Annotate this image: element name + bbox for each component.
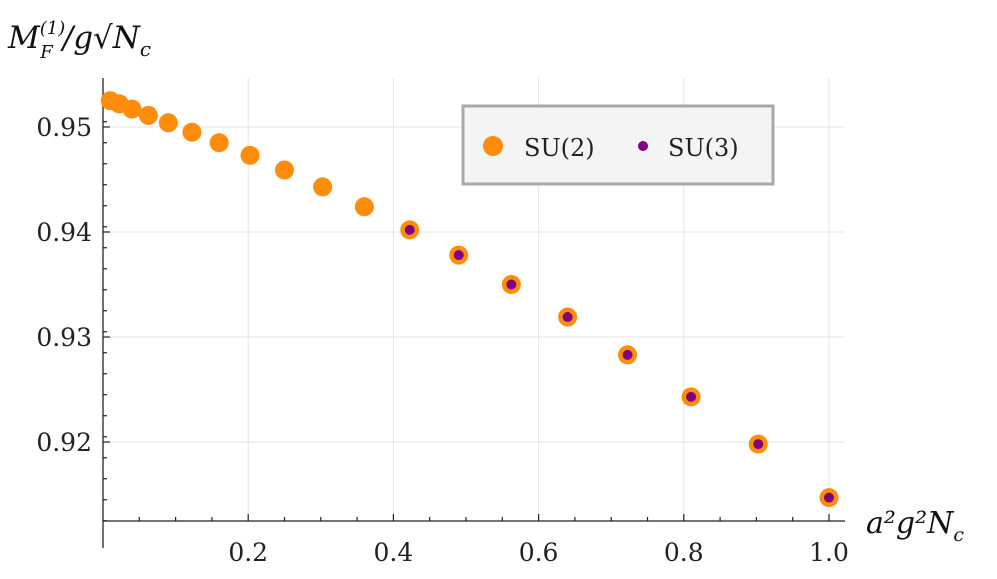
- data-point-su-3: [824, 492, 834, 503]
- data-point-su-2: [122, 99, 142, 119]
- x-tick-label: 0.2: [228, 538, 268, 567]
- x-tick-label: 0.6: [519, 538, 559, 567]
- x-tick-label: 1.0: [809, 538, 849, 567]
- x-ticks: 0.2 0.4 0.6 0.8 1.0: [138, 514, 849, 567]
- legend-marker-su3: [638, 141, 648, 151]
- data-point-su-3: [404, 224, 415, 235]
- legend-label-su2: SU(2): [524, 134, 595, 162]
- data-point-su-2: [182, 122, 202, 142]
- x-tick-label: 0.4: [374, 538, 414, 567]
- y-tick-label: 0.94: [36, 218, 92, 247]
- y-ticks: 0.92 0.93 0.94 0.95: [36, 113, 110, 522]
- y-axis-label: M(1) F/g√Nc: [7, 18, 151, 63]
- legend-label-su3: SU(3): [668, 134, 739, 162]
- y-tick-label: 0.92: [36, 428, 92, 457]
- data-point-su-3: [753, 439, 764, 450]
- data-point-su-3: [622, 349, 633, 360]
- data-point-su-2: [275, 160, 294, 180]
- data-point-su-3: [562, 312, 573, 323]
- data-point-su-3: [686, 391, 697, 402]
- legend-marker-su2: [483, 136, 503, 156]
- data-points: [100, 91, 839, 508]
- legend: SU(2) SU(3): [461, 104, 775, 186]
- data-point-su-2: [240, 145, 260, 165]
- data-point-su-2: [313, 177, 333, 197]
- y-tick-label: 0.95: [36, 113, 92, 142]
- y-tick-label: 0.93: [36, 323, 92, 352]
- data-point-su-2: [209, 133, 229, 153]
- data-point-su-2: [158, 113, 178, 133]
- data-point-su-3: [453, 250, 464, 261]
- axes: [102, 78, 845, 548]
- data-point-su-2: [138, 105, 158, 125]
- data-point-su-2: [354, 197, 374, 217]
- data-point-su-3: [506, 279, 517, 290]
- x-axis-label: a²g²Nc: [866, 506, 964, 546]
- legend-box: [461, 104, 775, 186]
- x-tick-label: 0.8: [664, 538, 704, 567]
